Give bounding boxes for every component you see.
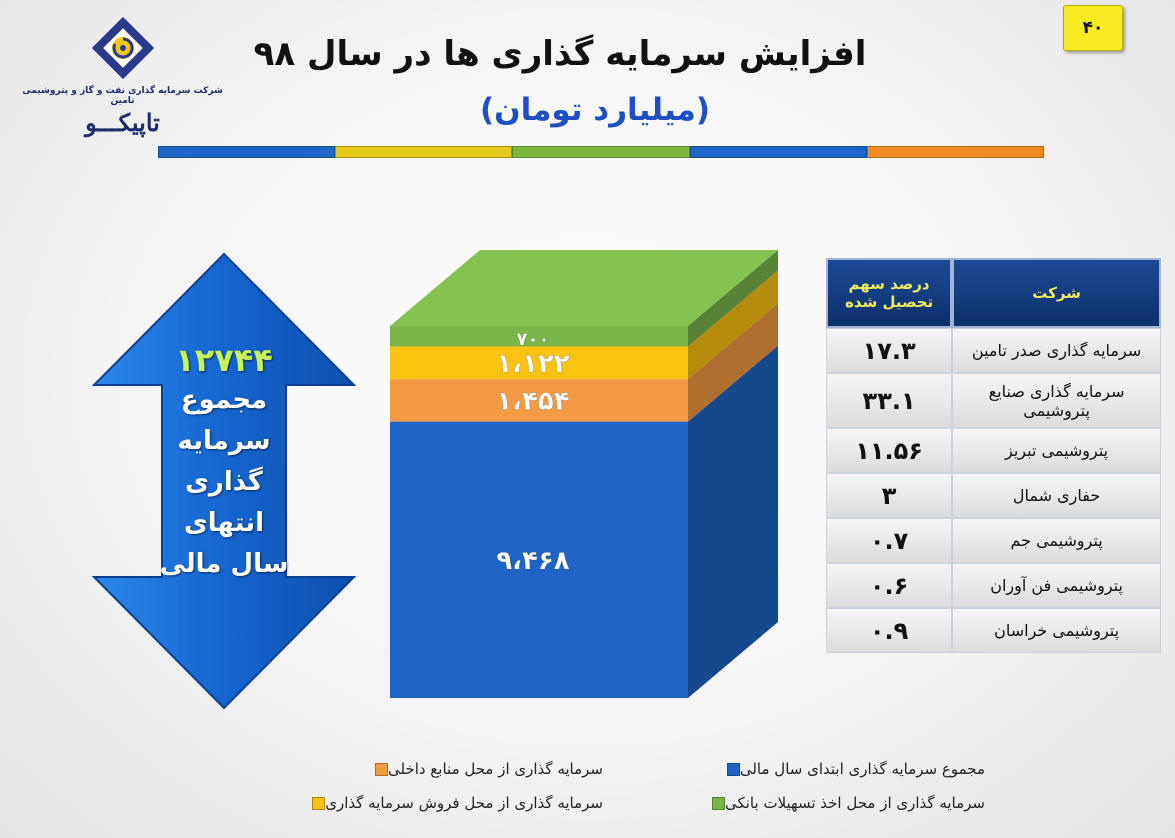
page-subtitle: (میلیارد تومان) [479,92,711,128]
total-investment-value: ۱۲۷۴۴ [175,341,273,379]
cube-front-segment [390,326,688,347]
legend-label: سرمایه گذاری از محل اخذ تسهیلات بانکی [724,794,985,812]
page-number: ۴۰ [1063,5,1123,51]
cube-front-segment [390,346,688,380]
strip-segment [335,146,513,158]
legend-item: سرمایه گذاری از محل منابع داخلی [368,760,603,778]
table-row: پتروشیمی خراسان ۰.۹ [826,608,1161,653]
cube-top-face [390,250,778,326]
brand-name: تاپیکـــو [85,108,160,137]
company-cell: سرمایه گذاری صدر تامین [952,328,1161,373]
legend-swatch [374,762,388,776]
color-strip [158,146,1045,158]
table-row: سرمایه گذاری صدر تامین ۱۷.۳ [826,328,1161,373]
company-cell: پتروشیمی تبریز [952,428,1161,473]
percent-cell: ۰.۹ [826,608,953,653]
cube-value-label: ۷۰۰ [517,329,550,350]
header-company: شرکت [952,258,1161,328]
arrow-label-line: انتهای [183,508,265,538]
cube-value-label: ۱،۴۵۴ [496,386,569,416]
table-row: سرمایه گذاری صنایع پتروشیمی ۳۳.۱ [826,373,1161,428]
cube-front-segment [390,379,688,422]
arrow-label-line: مجموع [180,385,268,415]
legend-item: مجموع سرمایه گذاری ابتدای سال مالی [720,760,985,778]
cube-side-segment [688,303,778,422]
strip-segment [866,146,1045,158]
legend-item: سرمایه گذاری از محل اخذ تسهیلات بانکی [705,794,985,812]
percent-cell: ۱۱.۵۶ [826,428,953,473]
strip-segment [689,146,867,158]
table-row: حفاری شمال ۳ [826,473,1161,518]
company-name: شرکت سرمایه گذاری نفت و گاز و پتروشیمی ت… [22,86,223,106]
chart-legend: مجموع سرمایه گذاری ابتدای سال مالی سرمایه… [225,760,985,820]
legend-label: سرمایه گذاری از محل فروش سرمایه گذاری [325,794,603,812]
company-cell: پتروشیمی خراسان [952,608,1161,653]
legend-swatch [312,796,326,810]
company-cell: سرمایه گذاری صنایع پتروشیمی [952,373,1161,428]
company-cell: پتروشیمی جم [952,518,1161,563]
table-header-row: شرکت درصد سهم تحصیل شده [826,258,1161,328]
page-title: افزایش سرمایه گذاری ها در سال ۹۸ [253,34,867,74]
legend-label: سرمایه گذاری از محل منابع داخلی [387,760,603,778]
table-row: پتروشیمی فن آوران ۰.۶ [826,563,1161,608]
arrow-label-line: سرمایه [177,426,271,456]
cube-side-segment [688,345,778,698]
percent-cell: ۳۳.۱ [826,373,953,428]
legend-swatch [711,796,725,810]
table-row: پتروشیمی تبریز ۱۱.۵۶ [826,428,1161,473]
arrow-label-line: سال مالی [159,549,289,579]
company-cell: پتروشیمی فن آوران [952,563,1161,608]
cube-value-label: ۱،۱۲۲ [496,349,569,379]
header-percent: درصد سهم تحصیل شده [826,258,953,328]
cube-side-segment [688,250,778,347]
cube-side-segment [688,270,778,380]
cube-front-segment [390,421,688,698]
double-arrow-icon [91,252,357,710]
cube-value-label: ۹،۴۶۸ [496,546,569,576]
legend-label: مجموع سرمایه گذاری ابتدای سال مالی [739,760,985,778]
percent-cell: ۱۷.۳ [826,328,953,373]
strip-segment [158,146,336,158]
percent-cell: ۰.۶ [826,563,953,608]
arrow-label-line: گذاری [185,467,263,497]
percent-cell: ۰.۷ [826,518,953,563]
company-logo: شرکت سرمایه گذاری نفت و گاز و پتروشیمی ت… [20,8,225,137]
company-cell: حفاری شمال [952,473,1161,518]
strip-segment [512,146,690,158]
table-row: پتروشیمی جم ۰.۷ [826,518,1161,563]
legend-swatch [726,762,740,776]
total-investment-label: مجموع سرمایه گذاری انتهای سال مالی [150,380,298,585]
arrow-text: ۱۲۷۴۴ مجموع سرمایه گذاری انتهای سال مالی [150,340,298,585]
logo-emblem-icon [91,16,154,80]
holdings-table: شرکت درصد سهم تحصیل شده سرمایه گذاری صدر… [826,258,1161,653]
legend-item: سرمایه گذاری از محل فروش سرمایه گذاری [305,794,603,812]
percent-cell: ۳ [826,473,953,518]
